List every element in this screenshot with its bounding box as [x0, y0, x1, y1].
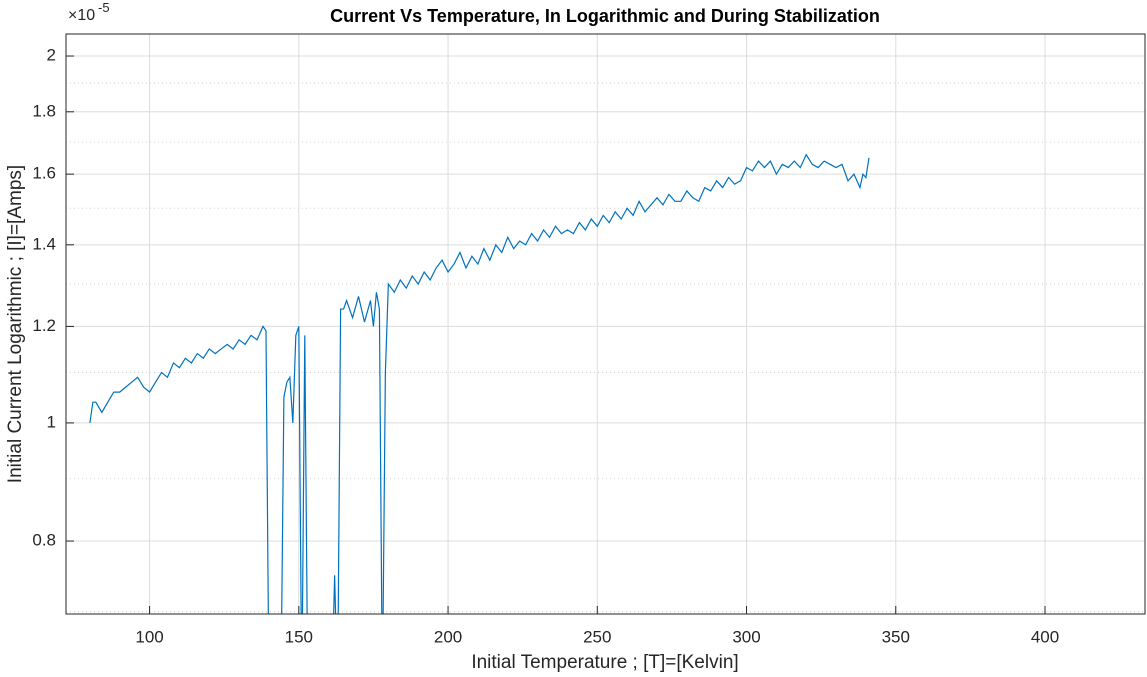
x-tick-label: 150 [285, 627, 313, 646]
data-line [89, 153, 870, 614]
chart-title: Current Vs Temperature, In Logarithmic a… [330, 6, 880, 26]
y-tick-label: 2 [47, 46, 56, 65]
y-scale-label: ×10 [68, 7, 95, 24]
x-tick-label: 250 [583, 627, 611, 646]
y-tick-label: 0.8 [32, 531, 56, 550]
y-tick-label: 1.8 [32, 101, 56, 120]
x-axis-label: Initial Temperature ; [T]=[Kelvin] [471, 652, 738, 673]
x-tick-label: 350 [882, 627, 910, 646]
y-tick-label: 1.6 [32, 164, 56, 183]
y-tick-label: 1.4 [32, 234, 56, 253]
plot-area [66, 34, 1145, 614]
plot-clip [89, 153, 870, 614]
y-tick-label: 1.2 [32, 316, 56, 335]
y-axis-label: Initial Current Logarithmic ; [I]=[Amps] [5, 165, 26, 483]
x-tick-label: 200 [434, 627, 462, 646]
y-scale-exponent: -5 [98, 0, 110, 15]
x-tick-label: 400 [1031, 627, 1059, 646]
axes-box [65, 33, 1146, 615]
y-tick-label: 1 [47, 412, 56, 431]
x-tick-label: 100 [135, 627, 163, 646]
x-tick-label: 300 [732, 627, 760, 646]
